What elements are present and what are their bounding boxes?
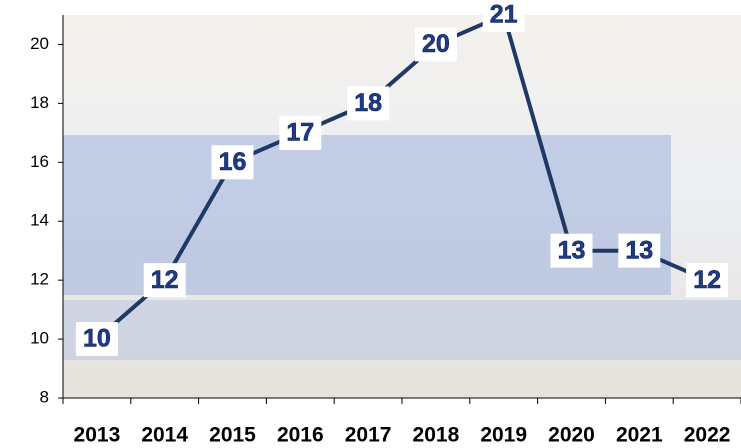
x-tick-label: 2014 [141,424,188,447]
background-cloth [63,300,741,360]
data-label-box [75,322,118,357]
data-label-box [279,115,322,150]
data-label: 16 [219,148,247,176]
data-label-box [143,263,186,298]
data-label: 20 [422,30,450,58]
y-tick-label: 16 [30,152,49,171]
x-tick-label: 2019 [480,424,527,447]
data-label: 21 [490,1,518,29]
plot-background [63,15,741,398]
data-label: 12 [151,266,179,294]
line [95,13,708,341]
data-label-box [211,145,254,180]
x-tick-label: 2020 [548,424,595,447]
x-tick-label: 2016 [277,424,324,447]
data-label: 13 [625,236,653,264]
data-label-box [414,27,457,62]
y-tick-label: 10 [30,329,49,348]
x-tick-label: 2021 [616,424,663,447]
y-tick-label: 8 [40,387,49,406]
data-label-box [482,0,525,32]
data-label-box [618,233,661,268]
data-label: 18 [354,89,382,117]
data-label-box [347,86,390,121]
x-tick-label: 2022 [684,424,731,447]
x-tick-label: 2015 [209,424,256,447]
data-label: 10 [83,325,111,353]
data-label-box [550,233,593,268]
y-tick-label: 18 [30,93,49,112]
x-tick-label: 2017 [345,424,392,447]
y-tick-label: 14 [30,211,49,230]
x-tick-label: 2013 [74,424,121,447]
data-label: 13 [558,236,586,264]
data-label: 17 [286,118,314,146]
data-label: 12 [693,266,721,294]
y-tick-label: 20 [30,34,49,53]
data-label-box [686,263,729,298]
y-tick-label: 12 [30,270,49,289]
x-tick-label: 2018 [413,424,460,447]
